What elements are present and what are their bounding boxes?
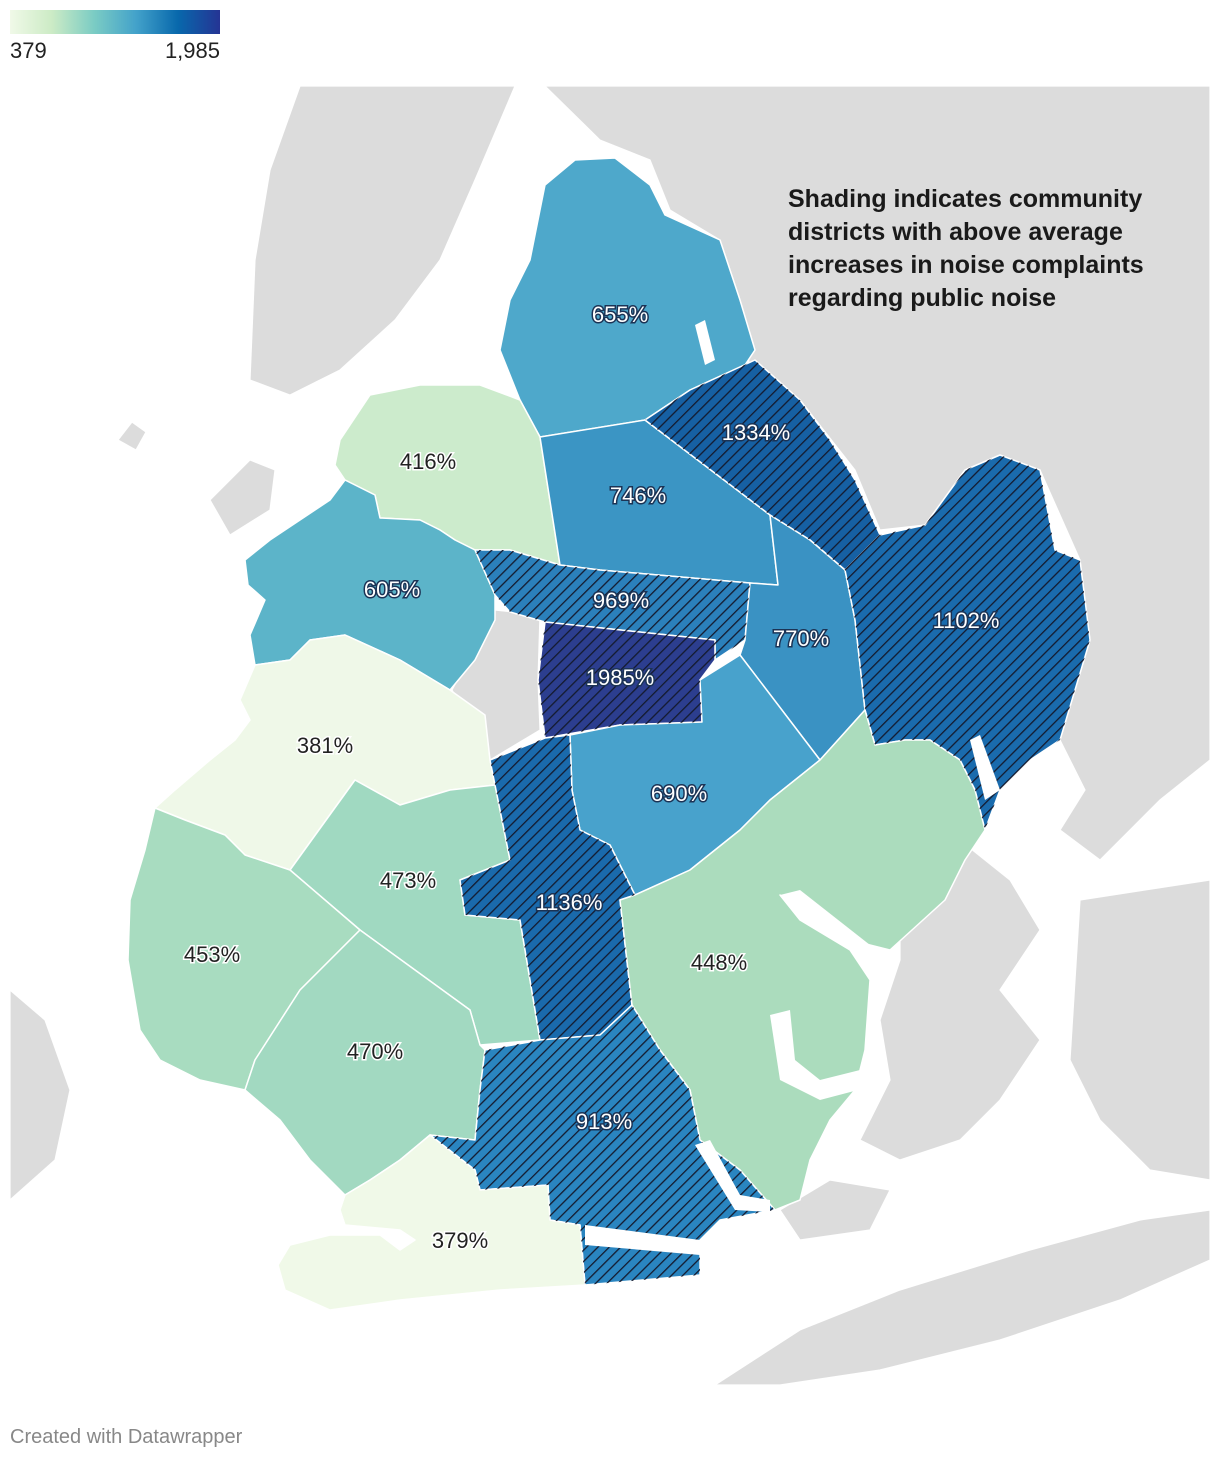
district-label-d6: 969% — [593, 588, 649, 613]
color-legend: 379 1,985 — [10, 10, 220, 64]
rockaway-inlet-waterway — [585, 1225, 700, 1255]
manhattan-land — [249, 85, 516, 396]
district-label-d2: 416% — [400, 449, 456, 474]
north-basin-waterway — [695, 320, 715, 365]
district-label-d9: 1985% — [586, 665, 655, 690]
district-label-d14: 453% — [184, 942, 240, 967]
hatch-d8 — [845, 455, 1090, 830]
district-label-d8: 1102% — [933, 608, 1000, 633]
district-labels-layer: 655% 416% 746% 1334% 605% 969% 770% 1102% 1985% 3… — [182, 300, 1001, 1254]
breezy-point-land — [779, 1179, 891, 1241]
legend-max-label: 1,985 — [164, 38, 220, 63]
district-label-d13: 1136% — [536, 890, 603, 915]
governors-island — [209, 459, 276, 536]
hatch-d9 — [538, 622, 715, 738]
basin-waterway — [695, 1140, 770, 1212]
small-island-west — [117, 421, 147, 451]
staten-island-edge — [9, 988, 71, 1202]
district-label-d1: 655% — [592, 302, 648, 327]
district-label-d17: 913% — [576, 1109, 632, 1134]
bay-inlet-waterway — [770, 1010, 860, 1100]
district-label-d15: 448% — [691, 950, 747, 975]
district-label-d3: 746% — [610, 483, 666, 508]
legend-min-label: 379 — [10, 38, 47, 63]
district-label-d11: 690% — [651, 781, 707, 806]
east-creek-waterway — [970, 735, 1000, 800]
rockaway-peninsula — [712, 1209, 1211, 1386]
district-label-d7: 770% — [773, 626, 829, 651]
district-label-d12: 473% — [380, 868, 436, 893]
hatch-d6 — [475, 550, 750, 660]
hatch-overlay-layer — [430, 360, 1090, 1285]
credit-line: Created with Datawrapper — [10, 1426, 243, 1448]
hatch-d13 — [460, 735, 635, 1040]
district-label-d5: 605% — [364, 577, 420, 602]
queens-south-land — [1069, 879, 1211, 1181]
hatch-d17 — [430, 1005, 775, 1285]
map-annotation: Shading indicates community districts wi… — [788, 185, 1144, 312]
creek-waterway — [780, 890, 870, 960]
district-label-d18: 379% — [432, 1228, 488, 1253]
inner-waterways — [585, 320, 1000, 1255]
hatch-d4 — [645, 360, 880, 570]
district-label-d10: 381% — [297, 733, 353, 758]
district-label-d16: 470% — [347, 1039, 403, 1064]
district-label-d4: 1334% — [722, 420, 791, 445]
legend-labels: 379 1,985 — [10, 38, 220, 64]
legend-gradient-bar — [10, 10, 220, 34]
